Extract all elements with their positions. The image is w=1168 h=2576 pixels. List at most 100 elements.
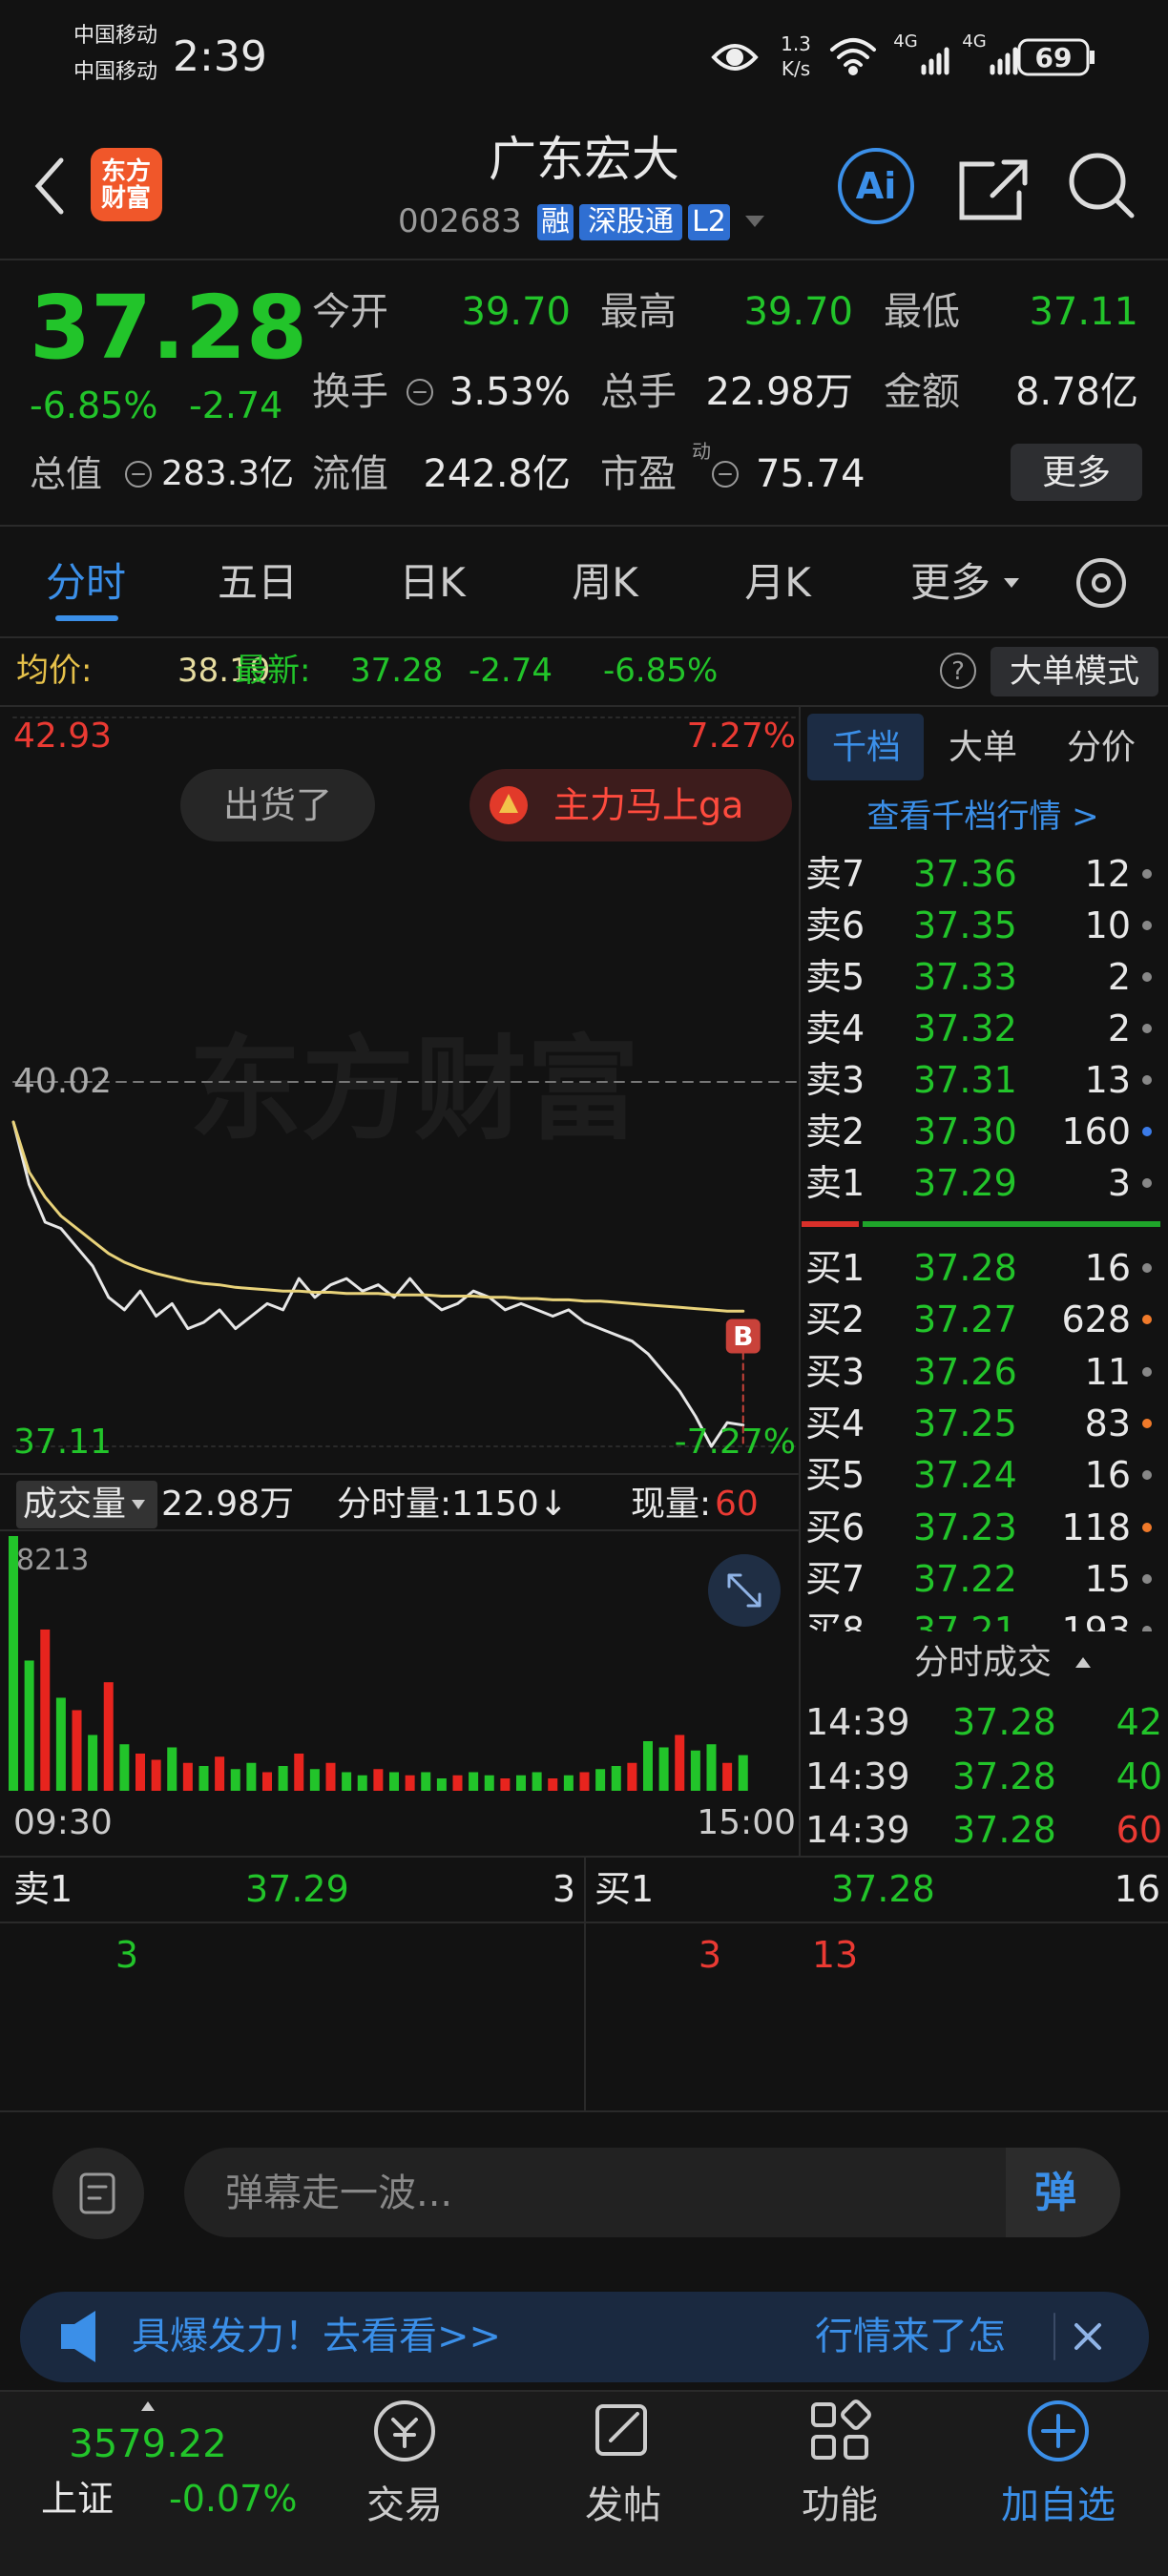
- stat-value: 283.3亿: [161, 454, 295, 493]
- stat-value: 3.53%: [448, 370, 571, 414]
- index-value[interactable]: 3579.22: [69, 2422, 227, 2466]
- settings-button[interactable]: [1076, 558, 1126, 608]
- tab[interactable]: 五日: [217, 559, 299, 606]
- search-button[interactable]: [1069, 153, 1126, 210]
- share-button[interactable]: [959, 159, 1028, 220]
- signal-text[interactable]: 出货了: [222, 784, 333, 826]
- tab[interactable]: 分时: [45, 559, 127, 606]
- trade-price: 37.28: [952, 1755, 1056, 1797]
- book-link[interactable]: 查看千档行情 >: [866, 798, 1099, 836]
- book-tab[interactable]: 大单: [948, 728, 1018, 767]
- nav-item[interactable]: 加自选: [1001, 2483, 1116, 2527]
- tab-active[interactable]: [807, 714, 924, 780]
- level-label: 卖1: [13, 1868, 73, 1910]
- volume-bar: [136, 1753, 145, 1791]
- back-button[interactable]: [34, 157, 64, 215]
- volume-bar: [389, 1772, 399, 1791]
- stat-value: 242.8亿: [423, 452, 571, 496]
- book-label: 买8: [805, 1610, 866, 1631]
- banner[interactable]: [20, 2292, 1149, 2382]
- tab[interactable]: 周K: [572, 559, 638, 606]
- change-pct: -6.85%: [603, 652, 719, 690]
- tab[interactable]: 月K: [744, 559, 811, 606]
- danmaku-settings[interactable]: [52, 2148, 144, 2239]
- danmaku-send[interactable]: [1006, 2148, 1120, 2237]
- stat-label: 换手: [312, 370, 388, 414]
- volume-label[interactable]: 成交量: [23, 1485, 127, 1524]
- trade-time: 14:39: [805, 1701, 910, 1743]
- book-tab[interactable]: 千档: [831, 728, 902, 767]
- book-dot: [1142, 1024, 1152, 1033]
- close-banner[interactable]: [1074, 2323, 1101, 2350]
- volume-bar: [103, 1682, 114, 1791]
- level-detail: 3: [698, 1934, 722, 1976]
- volume-bar: [246, 1762, 257, 1791]
- separators: [0, 259, 1168, 2392]
- volume-bar: [373, 1769, 384, 1791]
- book-dot: [1142, 921, 1152, 930]
- volume-bar: [55, 1697, 66, 1791]
- mode-button[interactable]: [991, 647, 1158, 696]
- book-label: 买2: [805, 1298, 866, 1341]
- more-label[interactable]: 更多: [1041, 453, 1112, 492]
- help[interactable]: ?: [951, 657, 965, 686]
- tag: [579, 204, 682, 240]
- danmaku-placeholder[interactable]: 弹幕走一波...: [225, 2171, 453, 2215]
- nav-item[interactable]: 交易: [366, 2483, 443, 2527]
- ticks-title[interactable]: 分时成交: [913, 1643, 1053, 1682]
- banner-text[interactable]: 具爆发力！去看看>>: [132, 2315, 502, 2358]
- book-label: 买7: [805, 1557, 866, 1600]
- volume-bar: [198, 1765, 209, 1791]
- signal-button[interactable]: [180, 769, 375, 841]
- volume-bar: [119, 1744, 130, 1791]
- book-price: 37.36: [913, 853, 1017, 895]
- more-button[interactable]: [1011, 444, 1142, 501]
- volume-bar: [658, 1747, 669, 1791]
- book-qty: 16: [1084, 1247, 1131, 1289]
- stock-code: 002683: [398, 202, 522, 240]
- collapse-arrow[interactable]: [1075, 1657, 1091, 1668]
- nav-icons: [374, 2399, 1089, 2462]
- book-price: 37.35: [913, 904, 1017, 946]
- nav-item[interactable]: 发帖: [585, 2483, 661, 2527]
- mode-label[interactable]: 大单模式: [1010, 653, 1139, 691]
- signal-text[interactable]: 主力马上ga: [553, 784, 744, 826]
- tab[interactable]: 日K: [399, 559, 466, 606]
- level-label: 买1: [594, 1868, 655, 1910]
- volume-bar: [532, 1772, 542, 1791]
- volume-bar: [516, 1775, 526, 1791]
- stat-value: 8.78亿: [1014, 370, 1138, 414]
- logo[interactable]: [91, 148, 162, 221]
- book-dot: [1142, 1263, 1152, 1273]
- nav-item[interactable]: 功能: [802, 2483, 878, 2527]
- volume-bar: [643, 1740, 653, 1791]
- book-tab[interactable]: 分价: [1066, 728, 1137, 767]
- volume-selector[interactable]: [16, 1481, 157, 1528]
- danmaku-input[interactable]: [184, 2148, 1120, 2237]
- stat-label: 最高: [600, 290, 677, 334]
- volume-bar: [262, 1772, 272, 1791]
- index-arrow: [141, 2401, 155, 2411]
- expand-button[interactable]: [708, 1554, 781, 1627]
- volume-bar: [9, 1536, 18, 1791]
- tab[interactable]: 更多: [909, 559, 991, 606]
- stat-sup: 动: [692, 440, 711, 463]
- info-icons: [125, 379, 976, 689]
- ai-button[interactable]: [838, 148, 914, 224]
- annotation-marker: [725, 1319, 761, 1354]
- logo-text: 财富: [100, 184, 152, 213]
- volume-bar: [469, 1772, 479, 1791]
- volume-bar: [500, 1777, 511, 1791]
- volume-bar: [357, 1775, 367, 1791]
- stat-label: 最低: [884, 290, 960, 334]
- y2-tick-label: -7.27%: [674, 1423, 796, 1462]
- banner-text[interactable]: 行情来了怎: [815, 2315, 1006, 2358]
- danmaku-send-label[interactable]: 弹: [1034, 2169, 1076, 2217]
- stat-value: 22.98万: [705, 370, 853, 414]
- book-qty: 83: [1084, 1402, 1131, 1444]
- book-qty: 11: [1084, 1350, 1131, 1393]
- ai-label[interactable]: Ai: [855, 165, 897, 207]
- volume-bar: [595, 1769, 606, 1791]
